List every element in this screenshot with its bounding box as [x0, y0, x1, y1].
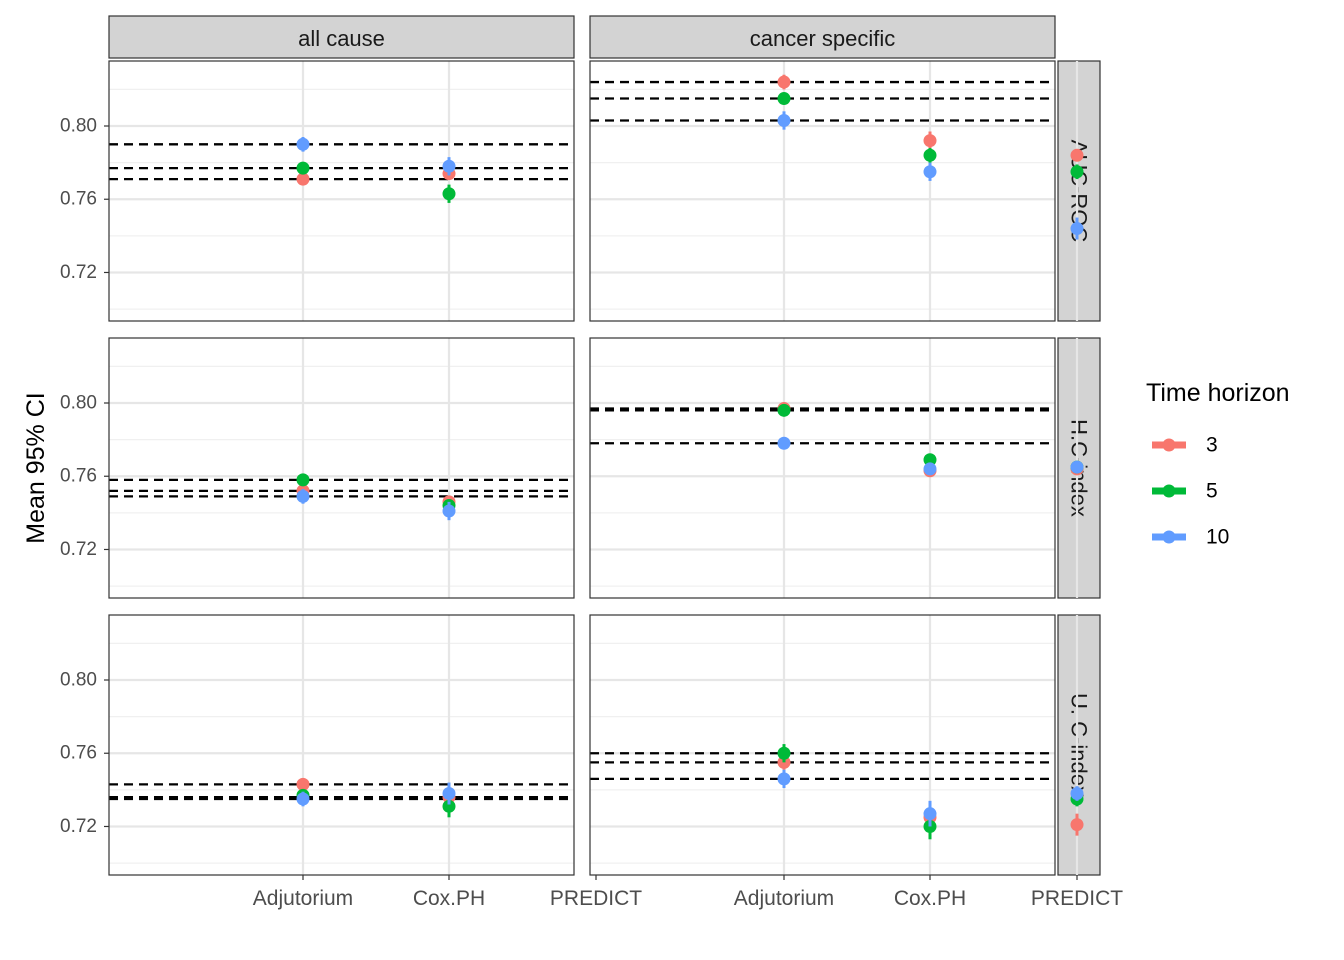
- data-point-series-10: [1070, 460, 1084, 474]
- data-point-series-10: [442, 504, 456, 518]
- y-axis-title: Mean 95% CI: [22, 392, 50, 543]
- data-point-series-10: [296, 137, 310, 151]
- data-point-series-5: [296, 161, 310, 175]
- data-point-series-10: [923, 462, 937, 476]
- facet-strip-label: cancer specific: [750, 26, 896, 51]
- panel-border: [589, 337, 1056, 599]
- x-tick-label: Adjutorium: [253, 887, 353, 910]
- panel-3: [589, 337, 1084, 599]
- y-tick-label: 0.72: [60, 539, 97, 560]
- y-tick-label: 0.80: [60, 670, 97, 691]
- panel-border: [108, 60, 575, 322]
- y-tick-label: 0.72: [60, 816, 97, 837]
- panel-border: [108, 337, 575, 599]
- x-tick-label: Cox.PH: [894, 887, 966, 910]
- legend: Time horizon 3 5 10: [1146, 379, 1290, 549]
- y-tick-label: 0.80: [60, 116, 97, 137]
- panel-1: [589, 60, 1084, 322]
- legend-key-point: [1162, 530, 1176, 544]
- panel-border: [108, 614, 575, 876]
- panel-border: [589, 614, 1056, 876]
- legend-key-point: [1162, 484, 1176, 498]
- data-point-series-10: [777, 114, 791, 128]
- data-point-series-10: [296, 792, 310, 806]
- data-point-series-3: [777, 75, 791, 89]
- x-tick-label: Cox.PH: [413, 887, 485, 910]
- panel-background: [590, 615, 1055, 875]
- data-point-series-5: [777, 746, 791, 760]
- data-point-series-3: [296, 777, 310, 791]
- panel-background: [590, 61, 1055, 321]
- panel-4: 0.72 0.76 0.80 Adjutorium Cox.PH PREDICT: [60, 614, 642, 910]
- data-point-series-10: [442, 159, 456, 173]
- data-point-series-5: [1070, 165, 1084, 179]
- data-point-series-10: [923, 165, 937, 179]
- legend-label: 10: [1206, 526, 1229, 549]
- legend-label: 3: [1206, 434, 1218, 457]
- panel-background: [109, 61, 574, 321]
- facet-row-strip-0: [1057, 60, 1101, 322]
- panel-background: [590, 338, 1055, 598]
- data-point-series-3: [296, 172, 310, 186]
- legend-title: Time horizon: [1146, 379, 1290, 407]
- panel-border: [589, 60, 1056, 322]
- data-point-series-5: [442, 799, 456, 813]
- facet-row-label: U. C-index: [1067, 693, 1092, 797]
- data-point-series-3: [1070, 818, 1084, 832]
- facet-strip-0: [108, 15, 575, 59]
- data-point-series-10: [1070, 787, 1084, 801]
- data-point-series-10: [777, 436, 791, 450]
- facet-row-strip-2: [1057, 614, 1101, 876]
- y-tick-label: 0.76: [60, 743, 97, 764]
- data-point-series-10: [777, 772, 791, 786]
- x-tick-label: PREDICT: [1031, 887, 1123, 910]
- data-point-series-10: [296, 489, 310, 503]
- y-tick-label: 0.76: [60, 466, 97, 487]
- data-point-series-3: [923, 134, 937, 148]
- data-point-series-5: [777, 403, 791, 417]
- data-point-series-5: [296, 473, 310, 487]
- facet-strip-1: [589, 15, 1056, 59]
- data-point-series-5: [777, 92, 791, 106]
- x-tick-label: PREDICT: [550, 887, 642, 910]
- y-tick-label: 0.72: [60, 262, 97, 283]
- y-tick-label: 0.80: [60, 393, 97, 414]
- data-point-series-10: [442, 787, 456, 801]
- data-point-series-5: [442, 187, 456, 201]
- data-point-series-10: [1070, 222, 1084, 236]
- data-point-series-5: [923, 148, 937, 162]
- data-point-series-10: [923, 807, 937, 821]
- legend-key-point: [1162, 438, 1176, 452]
- data-point-series-3: [1070, 148, 1084, 162]
- panel-5: Adjutorium Cox.PH PREDICT: [589, 614, 1123, 910]
- y-tick-label: 0.76: [60, 189, 97, 210]
- x-tick-label: Adjutorium: [734, 887, 834, 910]
- facet-strip-label: all cause: [298, 26, 385, 51]
- panel-2: 0.72 0.76 0.80: [60, 337, 603, 599]
- panel-background: [109, 615, 574, 875]
- panel-0: 0.72 0.76 0.80: [60, 60, 603, 322]
- panel-background: [109, 338, 574, 598]
- data-point-series-5: [923, 453, 937, 467]
- legend-label: 5: [1206, 480, 1218, 503]
